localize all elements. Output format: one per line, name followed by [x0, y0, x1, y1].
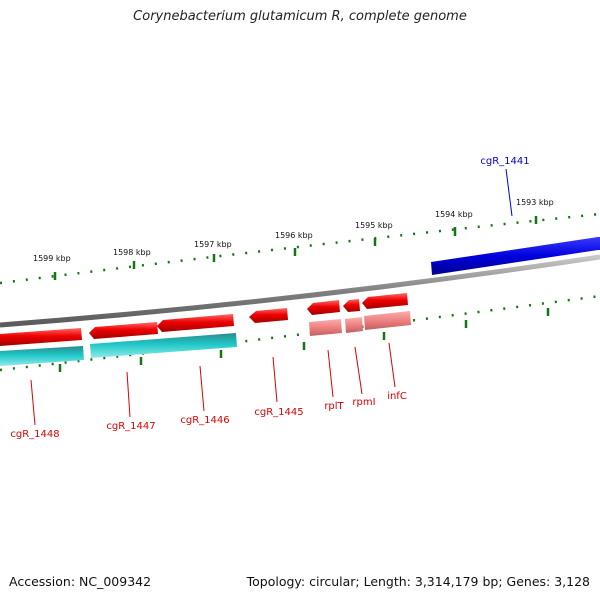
gene-rplT[interactable] — [307, 300, 340, 315]
scale-label-1595: 1595 kbp — [355, 221, 393, 230]
map-title: Corynebacterium glutamicum R, complete g… — [133, 9, 467, 24]
label-leader-lines — [30, 168, 513, 426]
gene-infC[interactable] — [362, 293, 408, 309]
gene-cgR_1441[interactable] — [431, 237, 600, 275]
orf-feature-track — [0, 333, 237, 366]
gene-label-infC[interactable]: infC — [387, 391, 407, 402]
scale-label-1598: 1598 kbp — [113, 248, 151, 257]
gene-label-cgR_1448[interactable]: cgR_1448 — [10, 429, 59, 440]
genome-backbone — [0, 254, 600, 328]
gene-label-rpmI[interactable]: rpmI — [352, 397, 375, 408]
gene-cgR_1447[interactable] — [89, 322, 158, 339]
gene-label-cgR_1447[interactable]: cgR_1447 — [106, 421, 155, 432]
outer-tick-ring — [0, 212, 600, 285]
gene-cgR_1445[interactable] — [249, 308, 288, 323]
gene-rpmI[interactable] — [343, 299, 360, 312]
gene-label-cgR_1441[interactable]: cgR_1441 — [480, 156, 529, 167]
gene-cgR_1448[interactable] — [0, 328, 82, 346]
scale-label-1599: 1599 kbp — [33, 254, 71, 263]
scale-label-1597: 1597 kbp — [194, 240, 232, 249]
scale-label-1596: 1596 kbp — [275, 231, 313, 240]
genome-summary-label: Topology: circular; Length: 3,314,179 bp… — [246, 574, 590, 589]
gene-label-cgR_1446[interactable]: cgR_1446 — [180, 415, 229, 426]
gene-label-cgR_1445[interactable]: cgR_1445 — [254, 407, 303, 418]
feature-cgR_1448-orf — [0, 346, 84, 366]
feature-infC-region — [364, 311, 411, 330]
reverse-cds-track — [0, 293, 408, 346]
feature-rplT-region — [309, 319, 342, 336]
scale-label-1593: 1593 kbp — [516, 198, 554, 207]
scale-label-1594: 1594 kbp — [435, 210, 473, 219]
feature-cgR_1447-1446-orf — [90, 333, 237, 358]
gene-label-rplT[interactable]: rplT — [324, 401, 344, 412]
rna-feature-track — [309, 311, 411, 336]
accession-label: Accession: NC_009342 — [9, 574, 152, 589]
outer-major-ticks — [53, 216, 538, 280]
inner-major-ticks — [58, 308, 550, 372]
gene-cgR_1446[interactable] — [157, 314, 234, 332]
feature-rpmI-region — [345, 317, 363, 333]
